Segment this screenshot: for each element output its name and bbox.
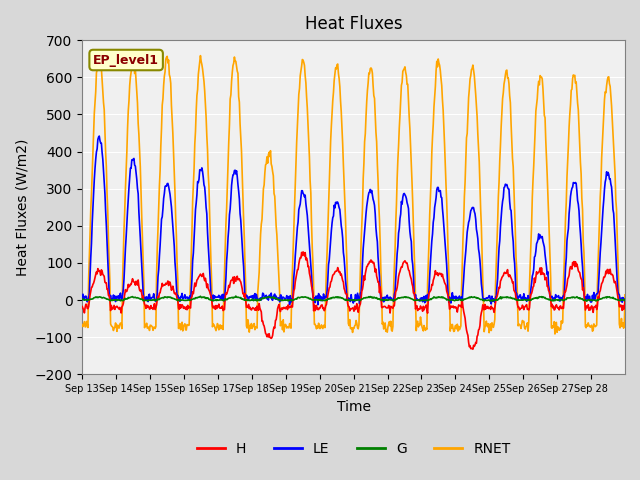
H	[300, 249, 307, 255]
LE	[95, 133, 103, 139]
G	[290, 297, 298, 303]
Text: EP_level1: EP_level1	[93, 53, 159, 67]
RNET	[196, 53, 204, 59]
G	[583, 298, 591, 304]
G	[243, 297, 250, 302]
H	[269, 333, 276, 338]
H	[289, 295, 297, 300]
RNET	[621, 292, 629, 298]
RNET	[410, 248, 418, 253]
Line: G: G	[83, 296, 625, 301]
RNET	[243, 323, 250, 329]
G	[269, 294, 277, 300]
Line: H: H	[83, 252, 625, 349]
LE	[621, 301, 629, 307]
RNET	[441, 142, 449, 147]
G	[79, 297, 86, 302]
H	[242, 298, 250, 303]
LE	[143, 294, 150, 300]
Title: Heat Fluxes: Heat Fluxes	[305, 15, 403, 33]
H	[142, 305, 150, 311]
LE	[442, 242, 449, 248]
H	[410, 290, 418, 296]
G	[232, 293, 239, 299]
RNET	[142, 323, 150, 329]
LE	[79, 297, 86, 302]
RNET	[79, 322, 86, 327]
H	[469, 347, 477, 352]
X-axis label: Time: Time	[337, 400, 371, 414]
G	[410, 298, 418, 303]
LE	[269, 294, 277, 300]
LE	[290, 274, 298, 279]
Line: LE: LE	[83, 136, 625, 305]
H	[79, 304, 86, 310]
LE	[314, 302, 322, 308]
RNET	[551, 331, 559, 337]
LE	[411, 294, 419, 300]
G	[441, 295, 449, 301]
RNET	[269, 173, 277, 179]
LE	[243, 292, 250, 298]
Legend: H, LE, G, RNET: H, LE, G, RNET	[191, 436, 516, 461]
G	[621, 297, 629, 302]
H	[621, 297, 629, 302]
H	[441, 280, 449, 286]
RNET	[290, 220, 298, 226]
G	[142, 297, 150, 303]
Line: RNET: RNET	[83, 56, 625, 334]
Y-axis label: Heat Fluxes (W/m2): Heat Fluxes (W/m2)	[15, 139, 29, 276]
